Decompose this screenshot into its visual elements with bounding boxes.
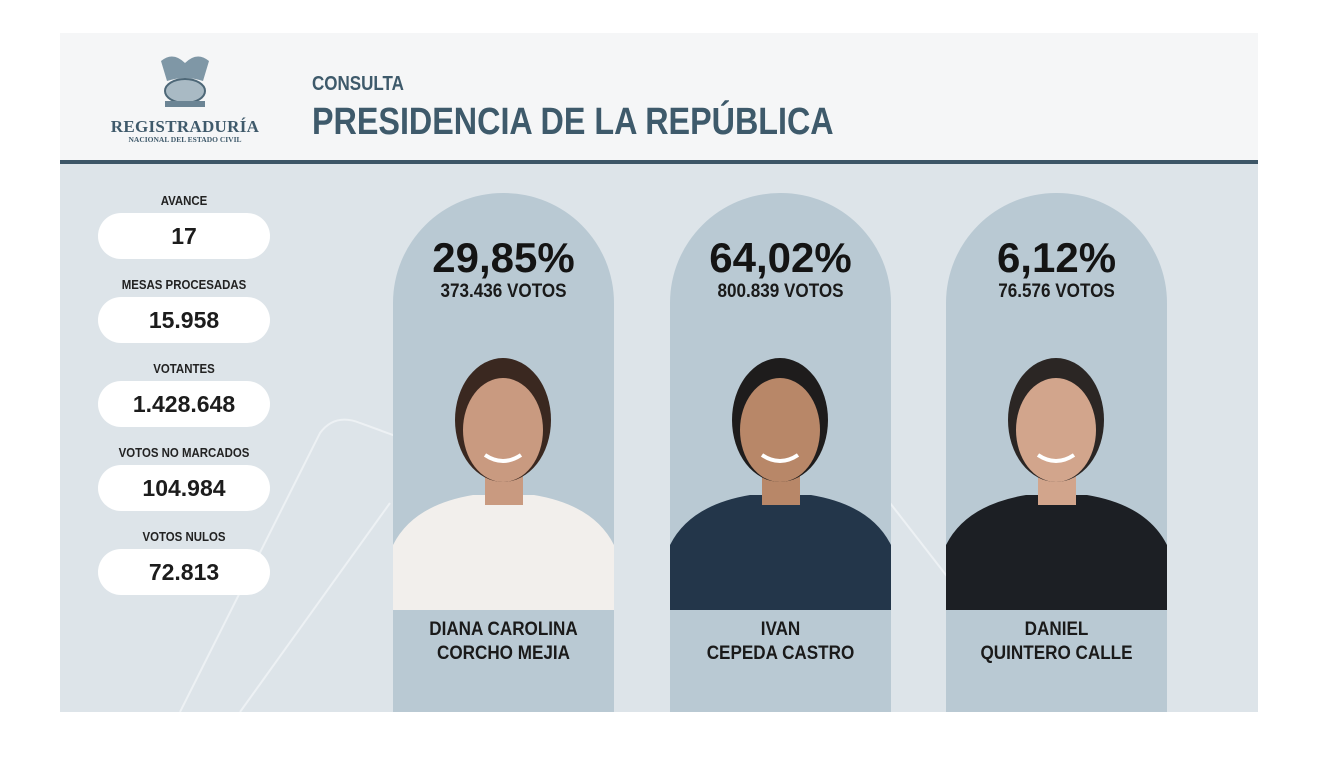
stat-item: MESAS PROCESADAS 15.958 xyxy=(98,277,270,343)
stat-item: VOTOS NULOS 72.813 xyxy=(98,529,270,595)
logo-subtitle: NACIONAL DEL ESTADO CIVIL xyxy=(128,135,242,144)
stat-item: VOTOS NO MARCADOS 104.984 xyxy=(98,445,270,511)
stat-item: AVANCE 17 xyxy=(98,193,270,259)
candidate-name-line1: DIANA CAROLINA xyxy=(429,619,578,640)
candidate-percent: 6,12% xyxy=(996,234,1117,281)
stat-value: 104.984 xyxy=(98,465,270,511)
candidate-photo xyxy=(946,358,1167,610)
candidate-percent: 64,02% xyxy=(709,234,852,281)
stat-label: VOTOS NO MARCADOS xyxy=(118,445,250,460)
stat-label: VOTANTES xyxy=(153,361,215,376)
stat-value: 15.958 xyxy=(98,297,270,343)
results-panel: REGISTRADURÍA NACIONAL DEL ESTADO CIVIL … xyxy=(60,33,1258,712)
logo-name: REGISTRADURÍA xyxy=(110,117,260,136)
candidate-votes: 800.839 VOTOS xyxy=(717,281,844,302)
candidate-name: IVAN CEPEDA CASTRO xyxy=(681,618,880,666)
page-title: PRESIDENCIA DE LA REPÚBLICA xyxy=(312,101,834,143)
candidate-percent: 29,85% xyxy=(432,234,575,281)
candidate-name-line2: CORCHO MEJIA xyxy=(436,643,571,664)
header: REGISTRADURÍA NACIONAL DEL ESTADO CIVIL … xyxy=(60,33,1258,164)
stat-item: VOTANTES 1.428.648 xyxy=(98,361,270,427)
stat-value: 1.428.648 xyxy=(98,381,270,427)
candidate-name-line1: DANIEL xyxy=(1024,619,1089,640)
candidate-name-line1: IVAN xyxy=(760,619,801,640)
candidate-name-line2: CEPEDA CASTRO xyxy=(706,643,855,664)
candidate-photo xyxy=(670,358,891,610)
stat-label: AVANCE xyxy=(160,193,208,208)
stat-label: VOTOS NULOS xyxy=(142,529,226,544)
candidate-card: 29,85% 373.436 VOTOS DIANA CAROLINA CORC… xyxy=(393,193,614,712)
stat-value: 72.813 xyxy=(98,549,270,595)
coat-of-arms-icon xyxy=(161,56,209,107)
candidate-votes: 76.576 VOTOS xyxy=(998,281,1115,302)
candidate-photo xyxy=(393,358,614,610)
page-subtitle: CONSULTA xyxy=(312,73,404,95)
stats-column: AVANCE 17 MESAS PROCESADAS 15.958 VOTANT… xyxy=(98,193,270,613)
candidate-name-line2: QUINTERO CALLE xyxy=(980,643,1133,664)
registraduria-logo: REGISTRADURÍA NACIONAL DEL ESTADO CIVIL xyxy=(110,51,260,144)
candidate-name: DIANA CAROLINA CORCHO MEJIA xyxy=(404,618,603,666)
stat-value: 17 xyxy=(98,213,270,259)
candidate-votes: 373.436 VOTOS xyxy=(440,281,567,302)
stat-label: MESAS PROCESADAS xyxy=(121,277,247,292)
candidate-card: 6,12% 76.576 VOTOS DANIEL QUINTERO CALLE xyxy=(946,193,1167,712)
candidate-name: DANIEL QUINTERO CALLE xyxy=(957,618,1156,666)
candidate-card: 64,02% 800.839 VOTOS IVAN CEPEDA CASTRO xyxy=(670,193,891,712)
